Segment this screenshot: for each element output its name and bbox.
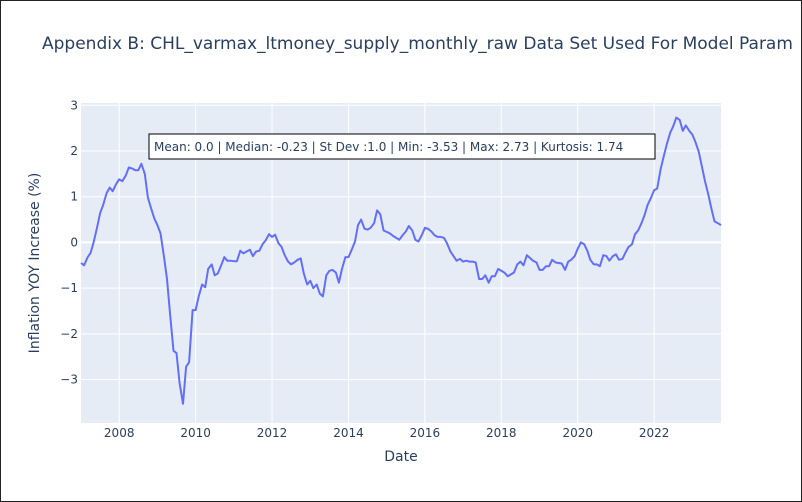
x-tick-label: 2012 — [257, 426, 288, 440]
y-tick-label: 0 — [70, 235, 78, 249]
stats-annotation: Mean: 0.0 | Median: -0.23 | St Dev :1.0 … — [154, 140, 623, 154]
y-tick-label: 1 — [70, 190, 78, 204]
x-tick-label: 2020 — [562, 426, 593, 440]
y-tick-label: −1 — [60, 281, 78, 295]
y-axis-title: Inflation YOY Increase (%) — [27, 173, 43, 354]
series-line — [80, 116, 722, 405]
y-tick-label: 2 — [70, 144, 78, 158]
x-tick-label: 2022 — [639, 426, 670, 440]
y-tick-label: −2 — [60, 327, 78, 341]
x-tick-label: 2014 — [333, 426, 364, 440]
y-tick-label: 3 — [70, 98, 78, 112]
x-tick-label: 2008 — [104, 426, 135, 440]
x-tick-label: 2018 — [486, 426, 517, 440]
y-tick-label: −3 — [60, 373, 78, 387]
chart-title: Appendix B: CHL_varmax_ltmoney_supply_mo… — [42, 34, 793, 54]
x-tick-label: 2010 — [180, 426, 211, 440]
x-tick-label: 2016 — [410, 426, 441, 440]
y-axis-ticks: 3 2 1 0 −1 −2 −3 — [60, 98, 78, 386]
stats-annotation-box — [148, 133, 656, 160]
x-axis-title: Date — [384, 449, 417, 465]
x-axis-ticks: 2008 2010 2012 2014 2016 2018 2020 2022 — [104, 426, 669, 440]
